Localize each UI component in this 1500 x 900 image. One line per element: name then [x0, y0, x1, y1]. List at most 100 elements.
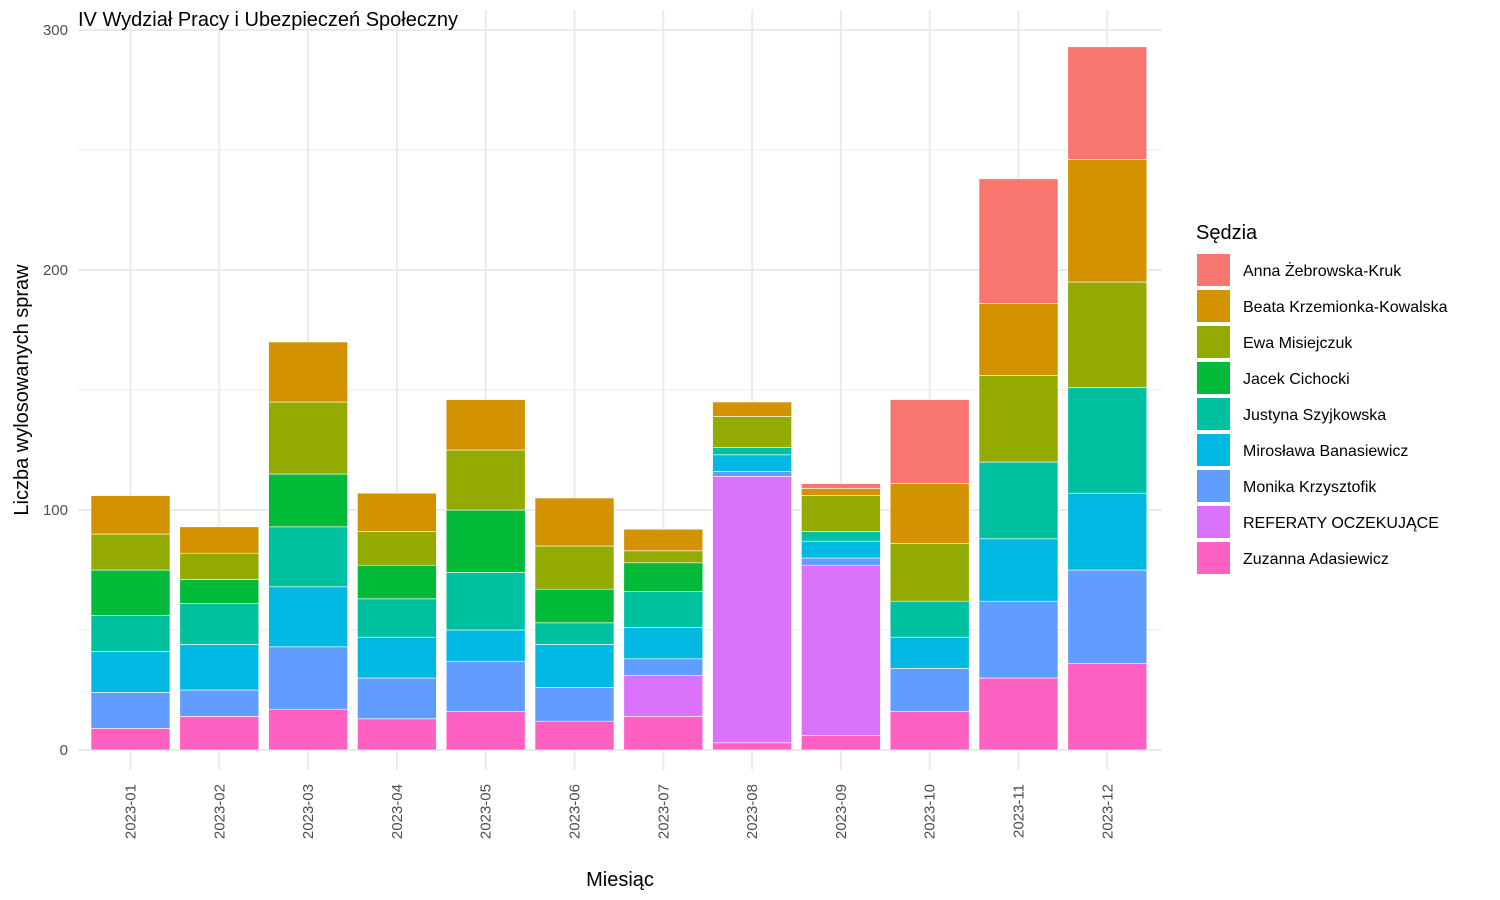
- bar-segment: [1067, 46, 1148, 160]
- bar-segment: [357, 598, 437, 638]
- bar-segment: [978, 600, 1059, 679]
- bar-segment: [268, 646, 348, 710]
- bar-segment: [623, 675, 704, 717]
- legend-key: [1197, 398, 1230, 430]
- bar-segment: [712, 416, 792, 448]
- bar-segment: [268, 708, 348, 751]
- bar-segment: [534, 588, 615, 624]
- bar-segment: [978, 375, 1059, 463]
- legend-label: Jacek Cichocki: [1243, 371, 1350, 388]
- legend: Sędzia Anna Żebrowska-Kruk Beata Krzemion…: [1196, 222, 1448, 574]
- bar-segment: [445, 629, 526, 662]
- bar-segment: [268, 526, 348, 588]
- bar-segment: [268, 586, 348, 648]
- legend-label: Mirosława Banasiewicz: [1243, 443, 1408, 460]
- bar-segment: [889, 668, 970, 712]
- bar-segment: [445, 711, 526, 751]
- legend-title: Sędzia: [1196, 222, 1258, 244]
- x-axis-title: Miesiąc: [586, 869, 654, 891]
- axes: 0 100 200 300 2023-01 2023-02 2023-03 2023-04 20…: [43, 22, 1116, 839]
- bar-segment: [712, 471, 792, 477]
- x-tick-label: 2023-07: [655, 784, 672, 839]
- bar-segment: [179, 689, 260, 717]
- bar-segment: [623, 627, 704, 660]
- x-tick-label: 2023-08: [744, 784, 761, 839]
- legend-key: [1197, 290, 1230, 322]
- bar-segment: [90, 728, 171, 751]
- bar-segment: [268, 473, 348, 528]
- bar-segment: [889, 483, 970, 544]
- legend-label: Beata Krzemionka-Kowalska: [1243, 299, 1448, 316]
- y-tick-label: 200: [43, 262, 68, 279]
- bars: [90, 46, 1148, 751]
- bar-segment: [534, 545, 615, 590]
- bar-segment: [445, 572, 526, 631]
- bar-segment: [268, 401, 348, 475]
- bar-segment: [534, 497, 615, 547]
- legend-label: Ewa Misiejczuk: [1243, 335, 1353, 352]
- x-tick-label: 2023-10: [922, 784, 939, 839]
- bar-segment: [445, 399, 526, 451]
- bar-segment: [445, 509, 526, 573]
- bar-segment: [889, 543, 970, 602]
- legend-key: [1197, 542, 1230, 574]
- bar-segment: [978, 178, 1059, 304]
- bar-segment: [1067, 281, 1148, 388]
- bar-segment: [712, 742, 792, 751]
- bar-segment: [357, 718, 437, 751]
- bar-segment: [623, 562, 704, 592]
- bar-segment: [268, 341, 348, 403]
- bar-segment: [978, 303, 1059, 376]
- chart-title: IV Wydział Pracy i Ubezpieczeń Społeczny: [78, 9, 458, 31]
- bar-segment: [712, 447, 792, 456]
- bar-segment: [978, 538, 1059, 602]
- y-tick-label: 100: [43, 502, 68, 519]
- y-tick-label: 300: [43, 22, 68, 39]
- x-tick-label: 2023-06: [567, 784, 584, 839]
- bar-segment: [801, 564, 881, 736]
- bar-segment: [534, 687, 615, 722]
- bar-segment: [712, 454, 792, 472]
- bar-segment: [801, 483, 881, 489]
- bar-segment: [534, 644, 615, 688]
- bar-segment: [801, 735, 881, 751]
- legend-key: [1197, 254, 1230, 286]
- bar-segment: [445, 449, 526, 511]
- bar-segment: [90, 569, 171, 616]
- x-tick-label: 2023-03: [300, 784, 317, 839]
- bar-segment: [90, 533, 171, 571]
- bar-segment: [90, 615, 171, 652]
- bar-segment: [179, 716, 260, 751]
- bar-segment: [90, 692, 171, 729]
- bar-segment: [623, 716, 704, 751]
- legend-key: [1197, 362, 1230, 394]
- bar-segment: [357, 564, 437, 600]
- bar-segment: [712, 476, 792, 744]
- bar-segment: [1067, 492, 1148, 571]
- bar-segment: [179, 579, 260, 604]
- legend-label: Zuzanna Adasiewicz: [1243, 551, 1389, 568]
- bar-segment: [179, 552, 260, 580]
- bar-segment: [1067, 569, 1148, 664]
- bar-segment: [1067, 387, 1148, 494]
- bar-segment: [357, 636, 437, 679]
- bar-segment: [623, 658, 704, 676]
- legend-label: REFERATY OCZEKUJĄCE: [1243, 515, 1439, 532]
- bar-segment: [90, 651, 171, 693]
- bar-segment: [179, 644, 260, 691]
- bar-segment: [357, 492, 437, 532]
- legend-key: [1197, 326, 1230, 358]
- bar-segment: [801, 488, 881, 496]
- bar-segment: [179, 603, 260, 645]
- bar-segment: [623, 591, 704, 628]
- bar-segment: [179, 526, 260, 554]
- bar-segment: [889, 399, 970, 484]
- bar-segment: [978, 461, 1059, 540]
- bar-segment: [1067, 663, 1148, 751]
- legend-label: Monika Krzysztofik: [1243, 479, 1377, 496]
- legend-label: Anna Żebrowska-Kruk: [1243, 261, 1402, 280]
- bar-segment: [889, 711, 970, 751]
- x-tick-label: 2023-12: [1099, 784, 1116, 839]
